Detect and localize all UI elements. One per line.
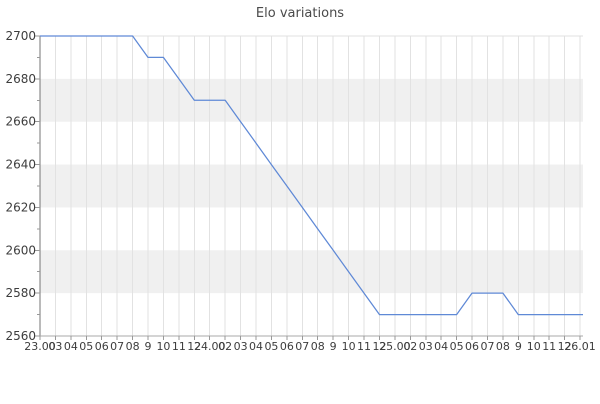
x-tick-label: 06 [280,340,294,353]
x-tick-label: 08 [126,340,140,353]
band [40,78,583,122]
y-tick-label: 2640 [5,158,36,172]
x-tick-label: 24.00 [194,340,226,353]
x-tick-label: 12 [372,340,386,353]
tick-marks [35,35,581,340]
x-tick-label: 04 [249,340,263,353]
x-tick-label: 08 [496,340,510,353]
vertical-gridlines [54,36,581,336]
x-tick-label: 10 [527,340,541,353]
x-tick-label: 06 [95,340,109,353]
x-tick-label: 10 [342,340,356,353]
x-tick-label: 07 [295,340,309,353]
band [40,250,583,294]
x-tick-label: 07 [110,340,124,353]
x-tick-label: 05 [450,340,464,353]
x-tick-label: 08 [311,340,325,353]
y-tick-label: 2660 [5,115,36,129]
x-tick-label: 03 [419,340,433,353]
x-tick-label: 04 [64,340,78,353]
x-tick-label: 11 [172,340,186,353]
x-tick-label: 9 [515,340,522,353]
band [40,164,583,208]
y-tick-label: 2700 [5,29,36,43]
x-tick-label: 03 [234,340,248,353]
y-tick-labels: 2700 2680 2660 2640 2620 2600 2580 2560 [5,29,36,343]
chart-title: Elo variations [256,6,344,21]
x-tick-label: 04 [434,340,448,353]
x-tick-label: 05 [264,340,278,353]
x-tick-label: 23.00 [24,340,56,353]
x-tick-label: 03 [48,340,62,353]
x-tick-label: 11 [542,340,556,353]
x-tick-label: 12 [558,340,572,353]
elo-line-series [40,35,583,316]
x-tick-label: 10 [156,340,170,353]
x-tick-label: 12 [187,340,201,353]
x-tick-label: 11 [357,340,371,353]
plot-bands [40,78,583,294]
y-tick-label: 2680 [5,72,36,86]
x-tick-label: 02 [218,340,232,353]
y-tick-label: 2580 [5,286,36,300]
y-tick-label: 2600 [5,243,36,257]
x-tick-label: 26.01 [564,340,596,353]
x-tick-label: 9 [330,340,337,353]
x-tick-label: 02 [403,340,417,353]
x-tick-label: 9 [145,340,152,353]
x-tick-label: 05 [79,340,93,353]
y-tick-label: 2560 [5,329,36,343]
x-tick-label: 07 [480,340,494,353]
y-tick-label: 2620 [5,200,36,214]
x-tick-label: 25.00 [379,340,411,353]
x-tick-label: 06 [465,340,479,353]
